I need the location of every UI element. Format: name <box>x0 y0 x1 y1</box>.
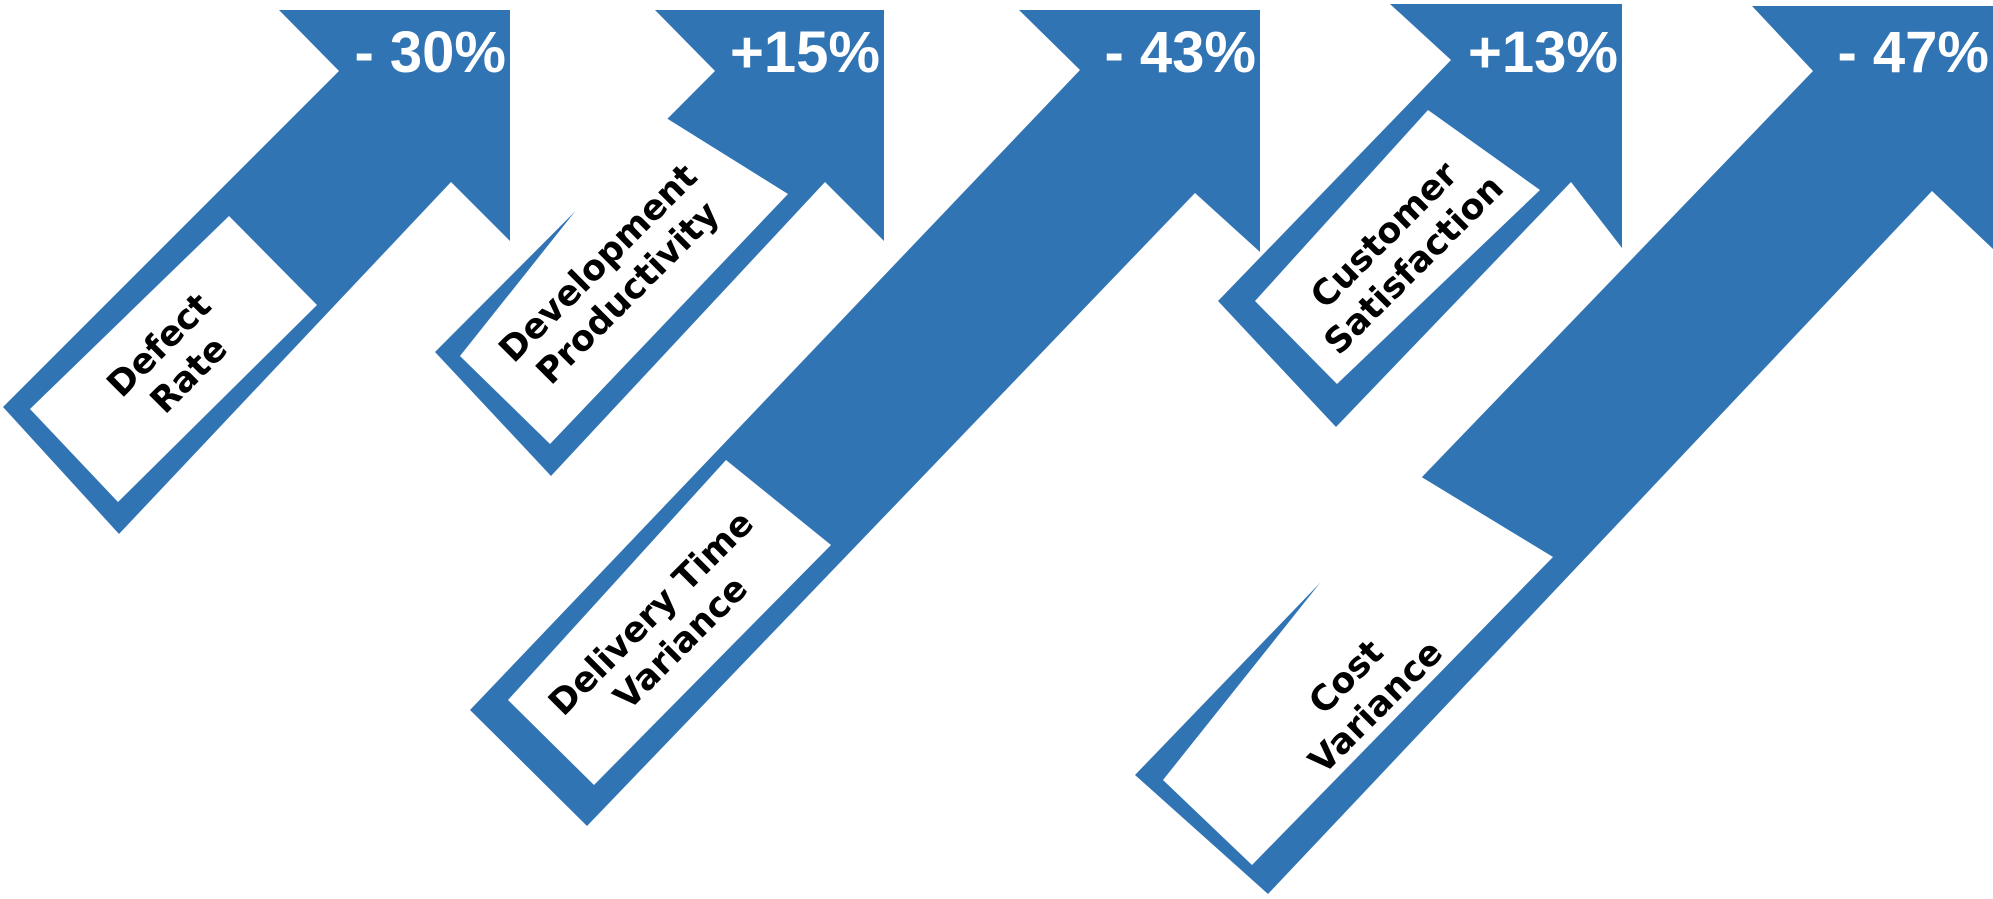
arrow-defect-rate-change: - 30% <box>354 20 506 85</box>
arrow-customer-satisfaction-label-box <box>1255 110 1540 384</box>
arrow-delivery-time-variance-label-box <box>508 460 831 785</box>
arrow-delivery-time-variance-change: - 43% <box>1104 20 1256 85</box>
arrow-customer-satisfaction-change: +13% <box>1468 20 1618 85</box>
arrow-delivery-time-variance: Delivery Time Variance - 43% <box>470 10 1260 826</box>
arrow-defect-rate: Defect Rate - 30% <box>3 10 510 534</box>
arrow-cost-variance-change: - 47% <box>1837 20 1989 85</box>
arrow-cost-variance: Cost Variance - 47% <box>1135 6 1993 894</box>
arrow-cost-variance-label-box <box>1163 470 1553 865</box>
arrow-development-productivity-change: +15% <box>730 20 880 85</box>
arrow-development-productivity-label-box <box>460 111 788 444</box>
arrow-defect-rate-label-box <box>30 216 317 502</box>
